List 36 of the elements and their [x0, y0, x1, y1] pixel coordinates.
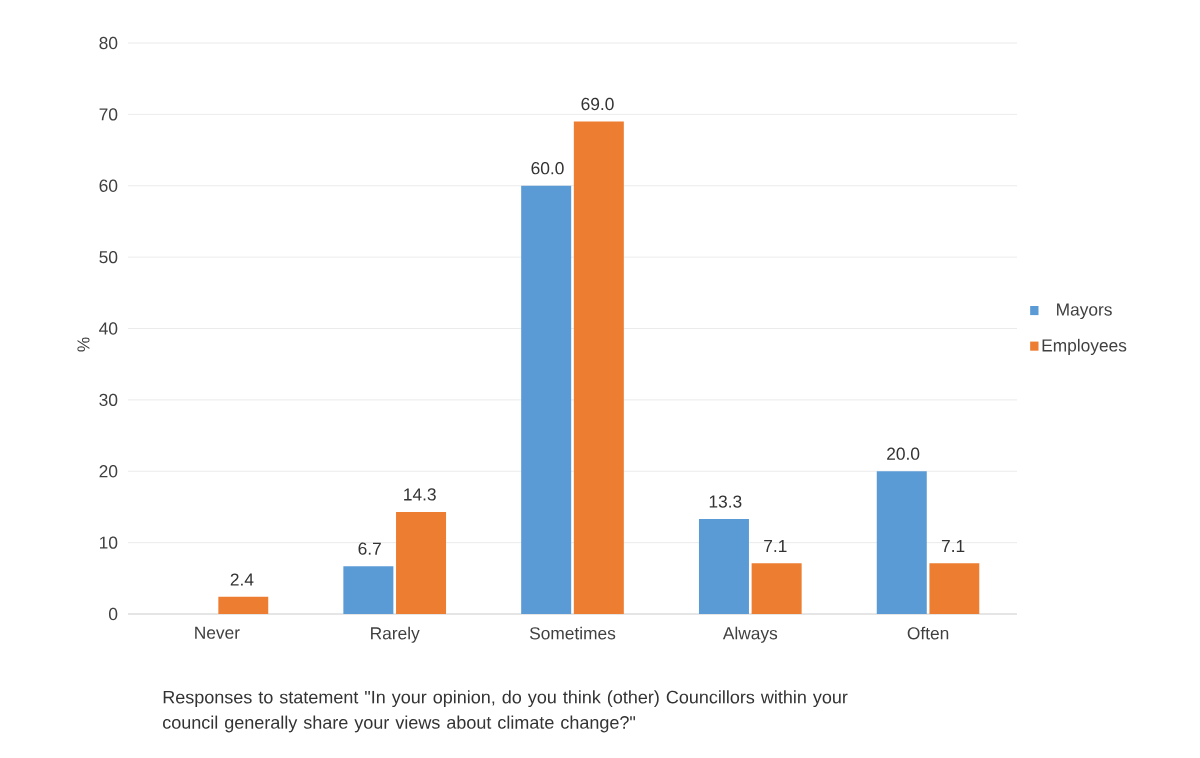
y-axis-title: % — [77, 337, 90, 352]
bar — [698, 519, 749, 614]
y-tick-label: 0 — [108, 607, 118, 621]
y-tick-label: 10 — [99, 536, 118, 549]
data-label: 60.0 — [531, 162, 564, 175]
data-label: 69.0 — [581, 97, 614, 111]
bar — [396, 511, 447, 614]
bar — [876, 471, 927, 614]
x-tick-label: Always — [722, 626, 778, 643]
y-tick-label: 80 — [99, 36, 118, 50]
y-tick-label: 40 — [99, 322, 118, 335]
bar — [343, 566, 394, 614]
data-label: 20.0 — [887, 447, 920, 460]
y-tick-label: 20 — [99, 465, 118, 478]
data-label: 6.7 — [358, 542, 381, 555]
x-tick-label: Sometimes — [529, 626, 616, 640]
y-tick-label: 70 — [99, 108, 118, 121]
bar — [751, 563, 802, 614]
bar — [929, 563, 980, 614]
y-tick-label: 30 — [99, 393, 118, 407]
x-axis-title: Responses to statement "In your opinion, do you think (other) Councillors within your council generally share your views about climate change?" — [163, 690, 848, 733]
bar — [218, 596, 269, 614]
y-tick-label: 60 — [99, 179, 118, 192]
x-tick-label: Rarely — [371, 626, 420, 643]
data-label: 2.4 — [230, 573, 254, 586]
legend-label: Employees — [1042, 338, 1127, 356]
data-label: 13.3 — [709, 495, 742, 508]
x-tick-label: Never — [195, 626, 240, 639]
bar — [521, 185, 572, 614]
data-label: 7.1 — [941, 540, 965, 552]
y-tick-label: 50 — [99, 250, 118, 264]
data-label: 14.3 — [404, 488, 436, 501]
x-tick-label: Often — [907, 626, 949, 640]
legend-label: Mayors — [1057, 303, 1112, 320]
bar — [573, 121, 624, 614]
data-label: 7.1 — [764, 540, 787, 552]
